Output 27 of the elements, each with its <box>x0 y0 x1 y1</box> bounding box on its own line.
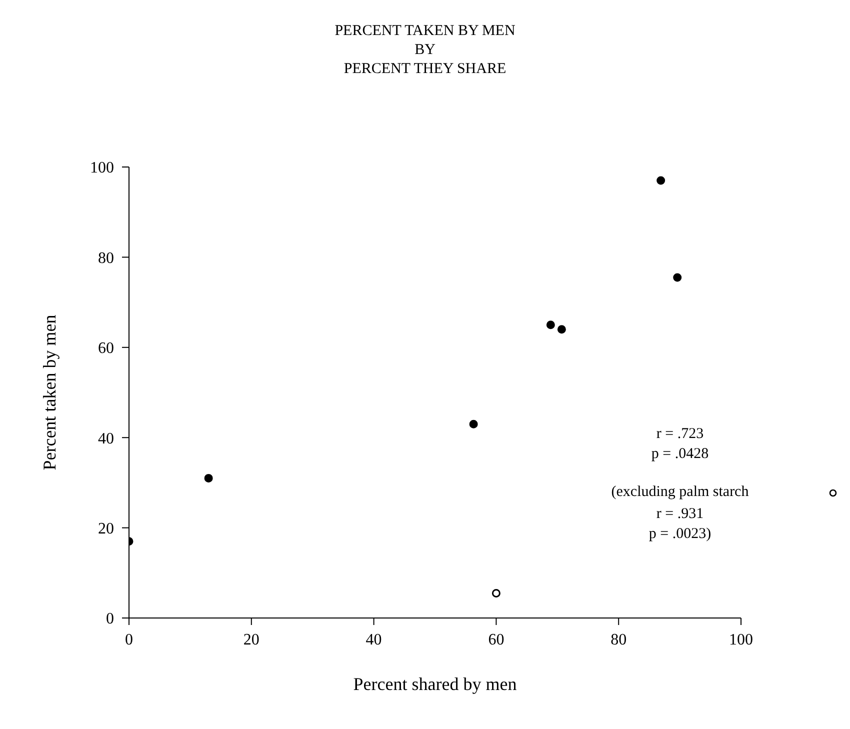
point <box>469 420 478 428</box>
y-tick-label: 80 <box>98 250 114 267</box>
annotation: r = .723 <box>656 426 704 443</box>
point <box>546 320 555 330</box>
annotation: p = .0023) <box>648 526 712 543</box>
y-axis-title: Percent taken by men <box>39 314 60 470</box>
chart-title: PERCENT TAKEN BY MEN BY PERCENT THEY SHARE <box>334 22 516 79</box>
x-tick-label: 40 <box>366 631 382 648</box>
point <box>557 325 566 334</box>
x-tick-label: 60 <box>488 631 504 648</box>
x-axis-title: Percent shared by men <box>353 674 517 694</box>
y-tick-label: 0 <box>106 610 114 628</box>
point <box>492 588 500 598</box>
y-tick-label: 60 <box>98 340 114 358</box>
point <box>673 273 682 282</box>
annotation: r = .931 <box>656 506 704 523</box>
x-tick-label: 20 <box>243 631 260 648</box>
point <box>656 176 666 185</box>
y-tick-label: 20 <box>98 520 114 538</box>
y-tick-label: 100 <box>90 160 114 177</box>
annotation: (excluding palm starch <box>611 484 749 501</box>
x-tick-label: 80 <box>610 631 627 648</box>
x-tick-label: 0 <box>125 631 133 648</box>
point <box>204 474 213 482</box>
y-tick-label: 40 <box>98 430 114 448</box>
x-tick-label: 100 <box>729 631 753 648</box>
annotation: p = .0428 <box>651 446 709 463</box>
